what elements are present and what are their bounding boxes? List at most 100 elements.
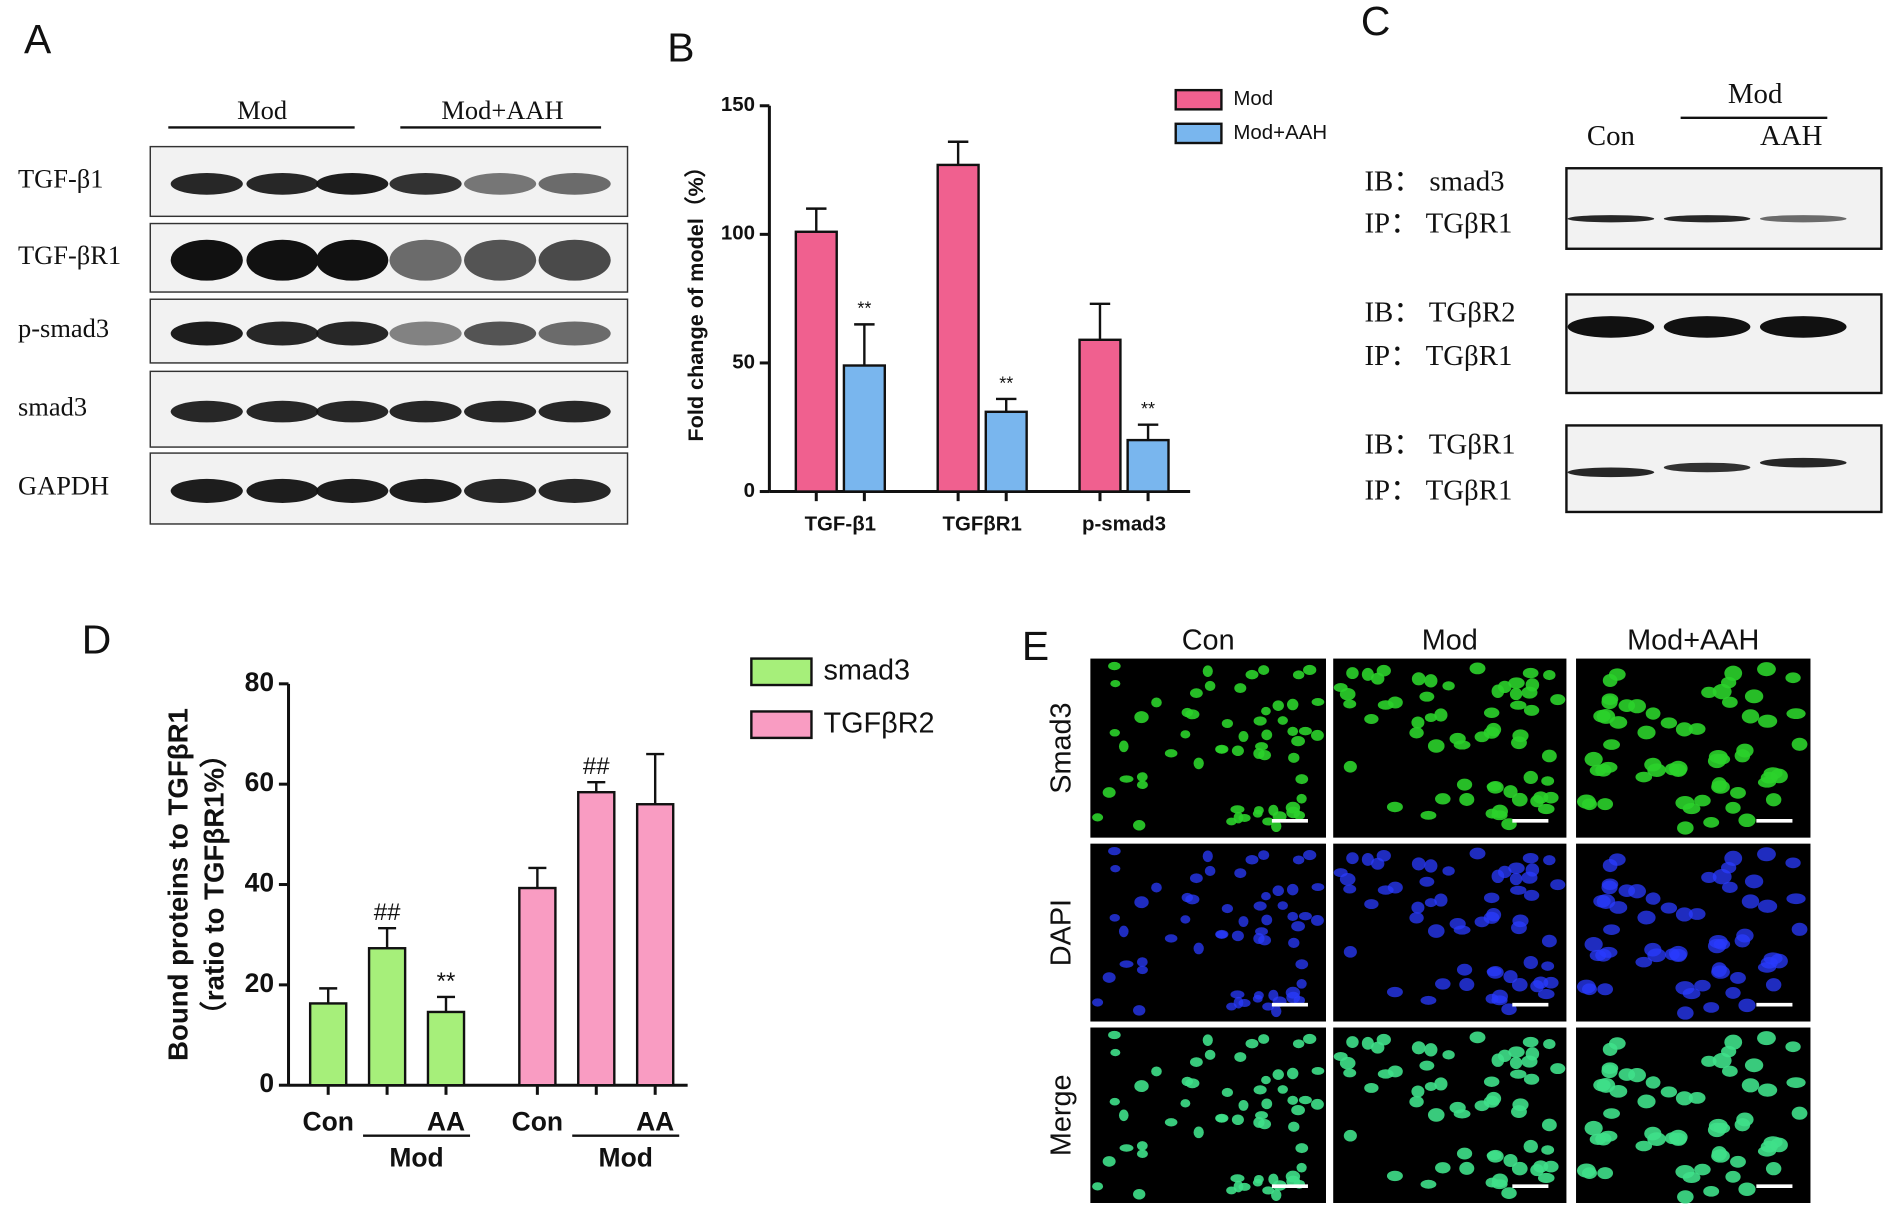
nucleus [1204, 1049, 1216, 1060]
nucleus [1602, 859, 1618, 873]
nucleus [1245, 669, 1259, 680]
nucleus [1303, 664, 1317, 675]
nucleus [1376, 1033, 1391, 1046]
legend-swatch [750, 710, 813, 740]
nucleus [1786, 708, 1806, 720]
bar [367, 947, 407, 1087]
blot-band [464, 321, 537, 346]
nucleus [1597, 983, 1614, 996]
nucleus [1664, 763, 1680, 776]
group-label: Mod [599, 1143, 653, 1173]
nucleus [1364, 713, 1379, 724]
nucleus [1530, 980, 1544, 993]
x-tick-label: TGFβR1 [942, 514, 1021, 536]
significance-mark: ** [1141, 399, 1155, 419]
nucleus [1092, 998, 1104, 1007]
nucleus [1660, 717, 1678, 729]
nucleus [1541, 749, 1557, 763]
group-label: Mod [1728, 78, 1783, 110]
nucleus [1258, 850, 1270, 861]
nucleus [1491, 995, 1508, 1006]
y-tick-label: 20 [245, 968, 274, 998]
blot-row-label: TGF-βR1 [18, 240, 121, 270]
nucleus [1296, 1162, 1307, 1173]
blot-band [389, 173, 462, 195]
blot-band [316, 478, 389, 503]
nucleus [1550, 1063, 1566, 1075]
nucleus [1434, 893, 1448, 907]
nucleus [1675, 981, 1695, 995]
nucleus [1628, 884, 1646, 899]
nucleus [1151, 882, 1162, 893]
nucleus [1701, 686, 1717, 698]
nucleus [1757, 1031, 1776, 1046]
nucleus [1109, 1097, 1120, 1106]
nucleus [1577, 979, 1596, 994]
nucleus [1521, 686, 1538, 699]
nucleus [1589, 764, 1607, 776]
nucleus [1628, 1068, 1646, 1083]
nucleus [1387, 696, 1403, 709]
blot-band [246, 239, 319, 281]
nucleus [1277, 1085, 1288, 1094]
nucleus [1744, 1058, 1764, 1073]
nucleus [1119, 775, 1134, 783]
nucleus [1419, 691, 1435, 702]
nucleus [1483, 892, 1500, 904]
error-bar [947, 140, 969, 165]
nucleus [1522, 1036, 1539, 1048]
nucleus [1791, 1106, 1808, 1120]
nucleus [1204, 680, 1216, 691]
nucleus [1522, 852, 1539, 864]
nucleus [1757, 847, 1776, 862]
nucleus [1664, 1132, 1680, 1145]
nucleus [1491, 1053, 1505, 1067]
x-tick-label: Con [512, 1107, 563, 1137]
nucleus [1411, 901, 1425, 914]
blot-band [1663, 215, 1751, 223]
nucleus [1675, 1164, 1695, 1179]
nucleus [1541, 1118, 1557, 1132]
nucleus [1703, 817, 1720, 828]
nucleus [1361, 853, 1374, 866]
nucleus [1230, 990, 1245, 999]
nucleus [1486, 1150, 1502, 1161]
nucleus [1230, 805, 1245, 814]
nucleus [1343, 1068, 1357, 1078]
nucleus [1110, 865, 1121, 873]
nucleus [1713, 753, 1731, 765]
blot-band [538, 321, 611, 346]
nucleus [1420, 995, 1437, 1005]
nucleus [1387, 881, 1403, 894]
nucleus [1298, 911, 1312, 921]
nucleus [1677, 821, 1694, 835]
nucleus [1509, 687, 1523, 701]
nucleus [1503, 970, 1518, 984]
significance-mark: ** [999, 373, 1013, 393]
nucleus [1311, 729, 1324, 741]
nucleus [1109, 728, 1120, 737]
nucleus [1730, 1155, 1746, 1168]
blot-band [316, 173, 389, 195]
error-bar [1089, 302, 1111, 340]
nucleus [1339, 687, 1356, 701]
nucleus [1543, 670, 1556, 681]
nucleus [1503, 785, 1518, 799]
bar [426, 1010, 466, 1087]
nucleus [1647, 948, 1666, 963]
nucleus [1285, 986, 1301, 999]
nucleus [1180, 915, 1191, 924]
nucleus [1721, 696, 1738, 708]
blot-band [538, 173, 611, 195]
nucleus [1136, 1141, 1148, 1151]
blot-band [170, 478, 243, 503]
nucleus [1291, 921, 1305, 932]
nucleus [1688, 723, 1706, 735]
nucleus [1609, 901, 1628, 914]
significance-mark: ** [857, 299, 871, 319]
y-axis-label: Fold change of model（%） [683, 156, 708, 442]
nucleus [1164, 749, 1178, 758]
nucleus [1346, 667, 1359, 680]
blot-row-label: IP： TGβR1 [1364, 340, 1512, 372]
nucleus [1483, 707, 1500, 719]
